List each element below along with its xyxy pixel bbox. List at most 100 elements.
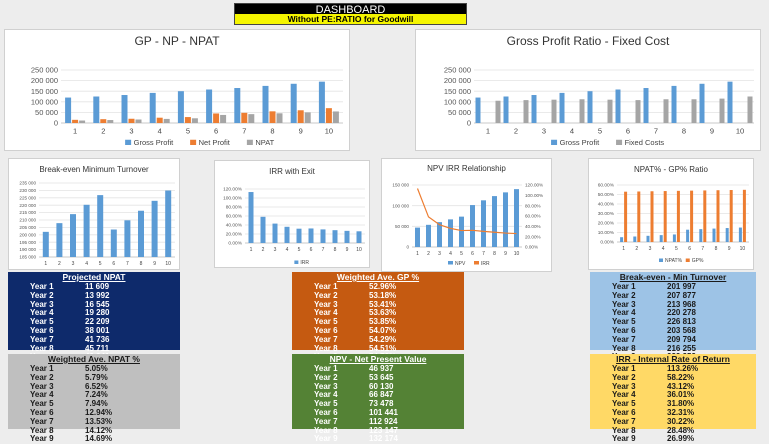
bar	[650, 191, 654, 242]
bar	[579, 99, 585, 123]
chart-npat-gp[interactable]: NPAT% - GP% Ratio 0.00% 10.00% 20.00% 30.00…	[588, 158, 754, 270]
chart-title: Break-even Minimum Turnover	[39, 165, 149, 174]
y-tick-label: 0.00%	[228, 241, 242, 247]
bar	[308, 228, 314, 243]
x-tick-label: 10	[736, 127, 744, 136]
row-label: Year 5	[314, 399, 338, 409]
legend-swatch	[551, 139, 558, 145]
y-tick-label: 185 000	[19, 255, 36, 260]
bar	[262, 85, 269, 123]
row-label: Year 1	[612, 364, 636, 373]
table-row: Year 3 53.41%	[292, 300, 464, 310]
x-tick-label: 9	[504, 251, 507, 257]
row-value: 26.99%	[667, 434, 695, 444]
row-label: Year 7	[612, 416, 636, 426]
table-row: Year 6 12.94%	[8, 408, 180, 418]
bar	[107, 120, 114, 123]
bar	[121, 95, 128, 123]
chart-irr-exit[interactable]: IRR with Exit 0.00% 20.00% 40.00% 60.00% 80.…	[214, 160, 370, 268]
table-row: Year 4 66 847	[292, 391, 464, 400]
chart-npv-irr[interactable]: NPV IRR Relationship 0 50 000 100 000 150 0…	[381, 158, 552, 272]
legend-label: IRR	[481, 261, 490, 267]
bar	[276, 113, 283, 123]
row-value: 54.29%	[369, 334, 397, 344]
bar	[110, 229, 117, 257]
y-tick-label: 150 000	[31, 87, 58, 96]
row-value: 209 794	[667, 334, 696, 344]
table-weighted-npat: Weighted Ave. NPAT % Year 1 5.05% Year 2 5.7…	[8, 354, 180, 443]
row-label: Year 4	[314, 390, 338, 400]
table-row: Year 9 26.99%	[590, 435, 756, 444]
x-tick-label: 4	[286, 247, 289, 253]
table-row: Year 3 213 968	[590, 300, 756, 310]
table-row: Year 7 13.53%	[8, 417, 180, 427]
x-tick-label: 4	[570, 127, 574, 136]
x-tick-label: 1	[486, 127, 490, 136]
bar	[83, 204, 90, 257]
bar	[177, 91, 184, 123]
table-row: Year 4 53.63%	[292, 309, 464, 318]
y-tick-label: 210 000	[19, 218, 36, 223]
bar	[481, 200, 486, 247]
bar	[97, 195, 104, 257]
table-row: Year 9 132 174	[292, 435, 464, 444]
y-tick-label: 250 000	[31, 66, 58, 75]
bar	[79, 120, 86, 123]
legend-label: IRR	[300, 260, 309, 266]
y2-tick-label: 120.00%	[525, 183, 543, 188]
row-label: Year 5	[30, 317, 54, 327]
y-tick-label: 40.00%	[598, 202, 615, 208]
row-label: Year 9	[612, 434, 636, 444]
table-breakeven-turnover: Break-even - Min Turnover Year 1 201 997 Ye…	[590, 272, 756, 370]
bar	[615, 89, 621, 123]
chart-gp-ratio-fixed[interactable]: Gross Profit Ratio - Fixed Cost 0 50 000 1…	[415, 29, 761, 151]
x-tick-label: 9	[346, 247, 349, 253]
x-tick-label: 2	[427, 251, 430, 257]
table-title: NPV - Net Present Value	[329, 354, 427, 364]
x-tick-label: 9	[710, 127, 714, 136]
y-tick-label: 200 000	[19, 232, 36, 237]
table-row: Year 8 14.12%	[8, 426, 180, 436]
x-tick-label: 7	[701, 246, 704, 252]
bar	[620, 237, 624, 242]
row-label: Year 6	[314, 407, 338, 417]
x-tick-label: 6	[214, 127, 218, 136]
bar	[135, 119, 142, 123]
bar	[191, 118, 198, 123]
bar	[742, 189, 746, 242]
bar	[318, 81, 325, 123]
x-tick-label: 8	[140, 261, 143, 267]
bar	[241, 112, 248, 123]
y-tick-label: 235 000	[19, 181, 36, 186]
y-tick-label: 120.00%	[223, 187, 243, 193]
table-row: Year 1 201 997	[590, 282, 756, 292]
row-label: Year 1	[314, 282, 338, 291]
row-value: 7.94%	[85, 399, 108, 409]
y2-tick-label: 0.00%	[525, 245, 538, 250]
y-tick-label: 20.00%	[226, 232, 243, 238]
y-tick-label: 230 000	[19, 188, 36, 193]
x-tick-label: 10	[514, 251, 520, 257]
table-row: Year 5 31.80%	[590, 399, 756, 409]
x-tick-label: 7	[322, 247, 325, 253]
row-value: 66 847	[369, 390, 394, 400]
bar	[290, 83, 297, 123]
bar	[151, 200, 158, 257]
row-value: 226 813	[667, 317, 696, 327]
row-label: Year 5	[314, 317, 338, 327]
legend-label: Gross Profit	[134, 138, 175, 147]
x-tick-label: 3	[274, 247, 277, 253]
table-row: Year 9 14.69%	[8, 435, 180, 444]
y-tick-label: 225 000	[19, 195, 36, 200]
x-tick-label: 5	[99, 261, 102, 267]
x-tick-label: 4	[662, 246, 665, 252]
row-label: Year 7	[314, 416, 338, 426]
legend-label: GP%	[692, 258, 704, 264]
bar	[304, 112, 311, 123]
y-tick-label: 100 000	[444, 97, 471, 106]
chart-gp-np-npat[interactable]: GP - NP - NPAT 0 50 000 100 000 150 000 200 …	[4, 29, 350, 151]
row-value: 32.31%	[667, 407, 695, 417]
chart-breakeven[interactable]: Break-even Minimum Turnover 185 000 190 0…	[8, 158, 180, 270]
y-tick-label: 10.00%	[598, 230, 615, 236]
x-tick-label: 8	[682, 127, 686, 136]
